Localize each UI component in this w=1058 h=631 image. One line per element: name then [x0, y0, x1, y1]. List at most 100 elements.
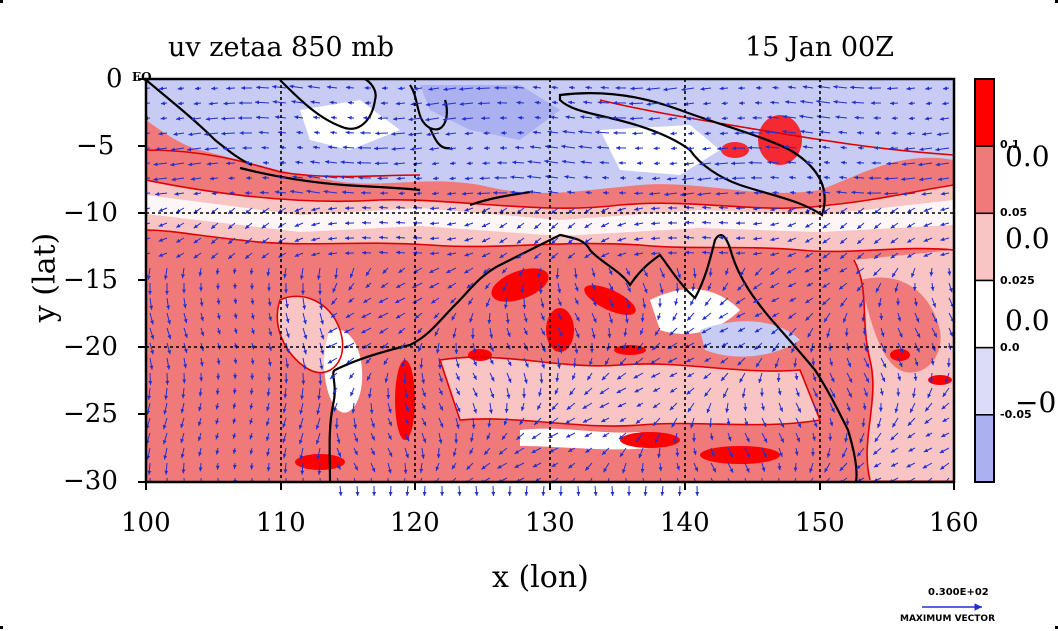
- wind-vector: [625, 267, 631, 276]
- wind-vector: [506, 387, 511, 399]
- wind-vector: [307, 174, 321, 179]
- wind-vector: [534, 115, 542, 120]
- wind-vector: [652, 417, 661, 427]
- wind-vector: [449, 161, 457, 166]
- wind-vector: [929, 372, 934, 383]
- wind-vector: [840, 160, 848, 165]
- y-tick-label: −25: [63, 399, 118, 429]
- wind-vector: [504, 402, 509, 413]
- wind-vector: [160, 101, 168, 106]
- wind-vector: [791, 342, 797, 354]
- wind-vector: [363, 297, 372, 304]
- wind-vector: [516, 100, 525, 105]
- wind-vector: [752, 282, 763, 290]
- wind-vector: [298, 432, 304, 445]
- wind-vector: [476, 86, 491, 91]
- wind-vector: [405, 485, 410, 497]
- corner-mark: [0, 626, 3, 629]
- wind-vector: [671, 417, 678, 428]
- wind-vector: [677, 485, 682, 497]
- wind-vector: [348, 282, 355, 291]
- wind-vector: [877, 417, 882, 429]
- wind-vector: [789, 175, 797, 180]
- wind-vector: [873, 237, 882, 245]
- wind-vector: [194, 86, 202, 91]
- wind-vector: [316, 267, 321, 280]
- wind-vector: [429, 221, 440, 226]
- wind-vector: [697, 192, 712, 197]
- wind-vector: [215, 462, 220, 470]
- wind-vector: [282, 402, 287, 414]
- wind-vector: [336, 462, 341, 470]
- wind-vector: [625, 297, 631, 309]
- wind-vector: [517, 130, 525, 135]
- wind-vector: [517, 115, 525, 120]
- wind-vector: [761, 417, 767, 428]
- wind-vector: [856, 447, 865, 457]
- wind-vector: [829, 372, 835, 383]
- wind-vector: [833, 99, 848, 104]
- wind-vector: [855, 462, 865, 470]
- wind-vector: [894, 402, 899, 414]
- wind-vector: [540, 297, 545, 308]
- wind-vector: [599, 160, 610, 165]
- wind-vector: [821, 145, 831, 150]
- wind-vector: [268, 477, 270, 482]
- wind-vector: [799, 114, 814, 119]
- wind-vector: [175, 252, 185, 258]
- wind-vector: [793, 462, 798, 472]
- wind-vector: [200, 327, 205, 337]
- wind-vector: [455, 387, 461, 396]
- wind-vector: [336, 432, 341, 444]
- wind-vector: [727, 477, 731, 482]
- wind-vector: [714, 161, 729, 166]
- wind-vector: [329, 100, 338, 105]
- wind-vector: [822, 282, 831, 289]
- wind-vector: [942, 101, 950, 106]
- wind-vector: [370, 432, 376, 441]
- wind-vector: [770, 252, 780, 257]
- wind-vector: [795, 387, 800, 397]
- wind-vector: [267, 357, 272, 367]
- wind-vector: [429, 282, 440, 289]
- wind-vector: [701, 220, 712, 225]
- wind-vector: [856, 237, 865, 245]
- wind-vector: [254, 100, 270, 105]
- wind-vector: [795, 417, 802, 428]
- wind-vector: [158, 237, 168, 242]
- wind-vector: [839, 207, 848, 215]
- wind-vector: [149, 477, 151, 482]
- wind-vector: [250, 327, 255, 335]
- wind-vector: [227, 237, 236, 245]
- wind-vector: [331, 297, 338, 306]
- wind-vector: [720, 357, 729, 364]
- wind-vector: [557, 327, 563, 338]
- wind-vector: [302, 297, 307, 310]
- wind-vector: [617, 222, 627, 227]
- wind-vector: [398, 327, 406, 335]
- wind-vector: [851, 190, 865, 195]
- wind-vector: [583, 387, 593, 396]
- wind-vector: [795, 432, 801, 443]
- wind-vector: [329, 372, 338, 380]
- wind-vector: [778, 417, 785, 428]
- wind-vector: [310, 100, 321, 105]
- wind-vector: [891, 267, 899, 278]
- colorbar-swatch: [974, 346, 995, 416]
- wind-vector: [292, 175, 304, 180]
- wind-vector: [687, 402, 695, 413]
- wind-vector: [838, 282, 848, 290]
- wind-vector: [565, 432, 576, 438]
- wind-vector: [266, 447, 271, 457]
- wind-vector: [595, 130, 610, 135]
- wind-vector: [856, 222, 865, 230]
- wind-vector: [325, 160, 338, 164]
- wind-vector: [741, 387, 746, 399]
- wind-vector: [770, 237, 780, 242]
- wind-vector: [545, 174, 559, 179]
- wind-vector: [469, 312, 474, 323]
- wind-vector: [822, 237, 831, 244]
- wind-vector: [776, 372, 781, 383]
- wind-vector: [457, 485, 462, 497]
- wind-vector: [585, 190, 593, 195]
